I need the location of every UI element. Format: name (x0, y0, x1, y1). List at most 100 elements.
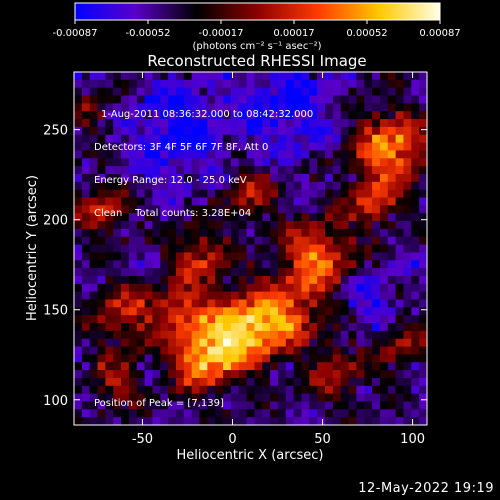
heatmap-cell (223, 393, 232, 402)
heatmap-cell (309, 252, 318, 261)
heatmap-cell (348, 228, 357, 238)
heatmap-cell (230, 103, 240, 112)
heatmap-cell (246, 354, 255, 363)
heatmap-cell (152, 252, 161, 261)
heatmap-cell (136, 87, 145, 96)
heatmap-cell (144, 370, 153, 379)
heatmap-cell (246, 126, 255, 136)
heatmap-cell (74, 385, 83, 395)
heatmap-cell (223, 173, 232, 183)
heatmap-cell (325, 134, 334, 143)
heatmap-cell (136, 252, 145, 261)
heatmap-cell (372, 268, 381, 277)
heatmap-cell (89, 362, 98, 371)
heatmap-cell (168, 323, 177, 332)
heatmap-cell (97, 409, 106, 418)
heatmap-cell (309, 221, 318, 230)
heatmap-cell (121, 299, 130, 308)
heatmap-cell (419, 370, 428, 379)
heatmap-cell (215, 417, 224, 426)
heatmap-cell (81, 166, 91, 175)
heatmap-cell (144, 103, 153, 112)
heatmap-cell (81, 275, 91, 285)
heatmap-cell (113, 393, 122, 402)
heatmap-cell (168, 244, 177, 253)
heatmap-cell (325, 291, 334, 300)
heatmap-cell (348, 283, 357, 293)
heatmap-cell (136, 72, 145, 81)
heatmap-cell (340, 275, 349, 285)
heatmap-cell (325, 323, 334, 332)
heatmap-cell (277, 417, 287, 426)
heatmap-cell (270, 393, 279, 402)
heatmap-cell (246, 307, 255, 316)
heatmap-cell (285, 119, 295, 128)
heatmap-cell (277, 338, 287, 347)
heatmap-cell (325, 79, 334, 89)
heatmap-cell (317, 252, 326, 261)
heatmap-cell (97, 307, 106, 316)
heatmap-cell (285, 417, 295, 426)
heatmap-cell (207, 307, 216, 316)
heatmap-cell (317, 275, 326, 285)
heatmap-cell (152, 330, 161, 340)
heatmap-cell (403, 244, 412, 253)
heatmap-cell (411, 181, 420, 191)
heatmap-cell (168, 197, 177, 206)
heatmap-cell (81, 103, 91, 112)
heatmap-cell (136, 244, 145, 253)
heatmap-cell (309, 323, 318, 332)
heatmap-cell (238, 338, 247, 347)
heatmap-cell (128, 95, 138, 104)
heatmap-cell (97, 150, 106, 159)
heatmap-cell (230, 87, 240, 96)
heatmap-cell (74, 323, 83, 332)
heatmap-cell (277, 87, 287, 96)
heatmap-cell (419, 142, 428, 151)
heatmap-cell (183, 72, 193, 81)
heatmap-cell (121, 385, 130, 395)
heatmap-cell (238, 213, 247, 222)
heatmap-cell (309, 197, 318, 206)
heatmap-cell (74, 354, 83, 363)
heatmap-cell (105, 244, 114, 253)
heatmap-cell (199, 213, 208, 222)
heatmap-cell (379, 377, 389, 387)
heatmap-cell (379, 291, 389, 300)
heatmap-cell (403, 103, 412, 112)
heatmap-cell (356, 95, 365, 104)
heatmap-cell (175, 236, 185, 245)
heatmap-cell (419, 166, 428, 175)
heatmap-cell (89, 244, 98, 253)
heatmap-cell (74, 111, 83, 120)
heatmap-cell (293, 150, 302, 159)
heatmap-cell (121, 323, 130, 332)
heatmap-cell (191, 260, 200, 269)
heatmap-cell (128, 79, 138, 89)
heatmap-cell (309, 268, 318, 277)
heatmap-cell (144, 362, 153, 371)
heatmap-cell (364, 134, 373, 143)
heatmap-cell (81, 111, 91, 120)
heatmap-cell (238, 166, 247, 175)
heatmap-cell (317, 79, 326, 89)
heatmap-cell (74, 283, 83, 293)
heatmap-cell (301, 354, 310, 363)
heatmap-cell (81, 95, 91, 104)
heatmap-cell (113, 197, 122, 206)
heatmap-cell (340, 166, 349, 175)
heatmap-cell (215, 236, 224, 245)
heatmap-cell (121, 142, 130, 151)
heatmap-cell (175, 409, 185, 418)
heatmap-cell (395, 134, 404, 143)
heatmap-cell (379, 181, 389, 191)
heatmap-cell (332, 119, 342, 128)
heatmap-cell (128, 323, 138, 332)
heatmap-cell (317, 189, 326, 198)
heatmap-cell (230, 393, 240, 402)
heatmap-cell (128, 189, 138, 198)
heatmap-cell (223, 213, 232, 222)
heatmap-cell (168, 291, 177, 300)
heatmap-cell (309, 377, 318, 387)
heatmap-cell (230, 142, 240, 151)
